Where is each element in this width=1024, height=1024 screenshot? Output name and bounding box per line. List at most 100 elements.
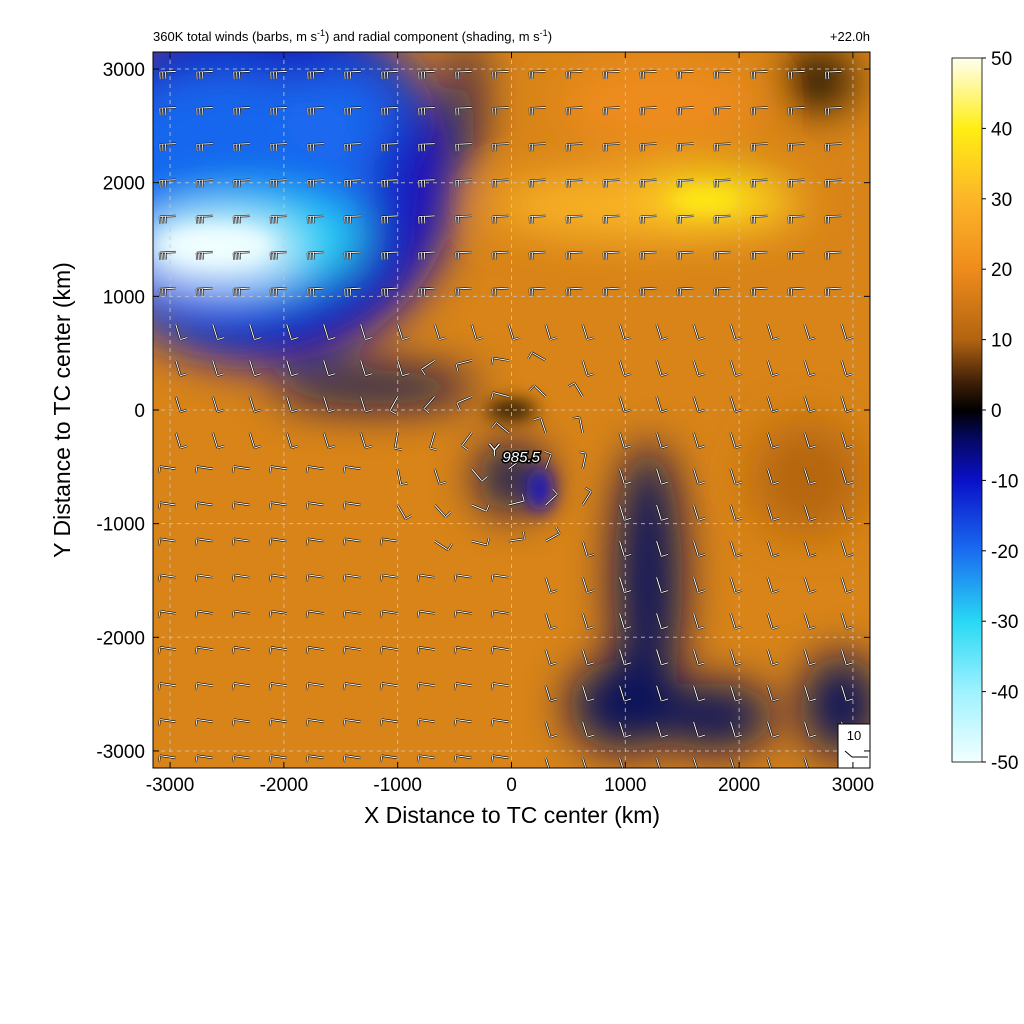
wind-barb [676, 70, 694, 80]
wind-barb [211, 396, 225, 413]
wind-barb [342, 537, 361, 546]
wind-barb [639, 178, 657, 188]
wind-barb [359, 360, 373, 377]
wind-barb [545, 526, 561, 543]
wind-barb [491, 106, 509, 116]
wind-barb [602, 250, 620, 260]
wind-barb [417, 70, 435, 80]
wind-barb [380, 106, 398, 116]
chart-title: 360K total winds (barbs, m s-1) and radi… [153, 28, 552, 44]
wind-barb [544, 757, 550, 768]
wind-barb [803, 721, 817, 739]
wind-barb [729, 323, 743, 341]
wind-barb [490, 391, 509, 400]
wind-barb [417, 106, 435, 116]
x-tick-label: -3000 [146, 775, 195, 796]
wind-barb [269, 214, 287, 224]
wind-barb [840, 360, 854, 377]
wind-barb [194, 573, 213, 582]
wind-barb [692, 360, 706, 377]
wind-barb [655, 468, 669, 486]
wind-barb [429, 432, 438, 451]
wind-barb [453, 718, 472, 727]
wind-barb [507, 453, 523, 470]
wind-barb [231, 537, 250, 546]
x-tick-label: 1000 [604, 775, 646, 796]
wind-barb [454, 287, 472, 297]
wind-barb [692, 432, 706, 449]
wind-barb [840, 540, 854, 558]
wind-barb [840, 613, 854, 630]
wind-barb [306, 178, 324, 188]
wind-barb [528, 384, 547, 398]
wind-barb [306, 250, 324, 260]
wind-barb [417, 214, 435, 224]
wind-barb [306, 70, 324, 80]
wind-barb [471, 537, 490, 547]
wind-barb [528, 106, 546, 116]
wind-barb [581, 721, 595, 739]
wind-barb [824, 178, 842, 188]
wind-barb [491, 178, 509, 188]
wind-barb [379, 537, 398, 546]
wind-barb [157, 609, 176, 619]
wind-barb [528, 142, 546, 152]
wind-barb [803, 360, 817, 377]
wind-barb [572, 416, 584, 433]
x-axis-title: X Distance to TC center (km) [364, 802, 660, 828]
wind-barb [602, 142, 620, 152]
wind-barb [343, 142, 361, 152]
wind-barb [750, 142, 768, 152]
wind-barb [305, 537, 324, 546]
wind-barb [528, 250, 546, 260]
wind-barb [158, 250, 176, 260]
wind-barb [157, 682, 176, 691]
wind-barb [750, 106, 768, 116]
wind-barb [231, 754, 250, 763]
wind-barb [787, 178, 805, 188]
wind-barb [655, 576, 669, 594]
wind-barb [676, 214, 694, 224]
wind-barb [194, 465, 213, 474]
wind-barb [840, 649, 854, 666]
wind-barb [639, 70, 657, 80]
wind-barb [232, 250, 250, 260]
wind-barb [655, 323, 669, 341]
x-tick-label: 0 [506, 775, 517, 796]
wind-barb [268, 573, 287, 582]
wind-barb [269, 70, 287, 80]
wind-barb [618, 504, 632, 522]
wind-barb [766, 323, 780, 341]
wind-barb [194, 754, 213, 763]
wind-barb [454, 142, 472, 152]
wind-barb [528, 214, 546, 224]
wind-barb [158, 178, 176, 188]
wind-barb [285, 432, 299, 449]
wind-barb [305, 646, 324, 655]
x-tick-label: -2000 [260, 775, 309, 796]
wind-barb [490, 356, 509, 366]
wind-barb [766, 468, 780, 486]
wind-barb [305, 501, 324, 510]
wind-barb [195, 106, 213, 116]
wind-barb [195, 178, 213, 188]
wind-barb [455, 359, 472, 372]
y-tick-label: 0 [134, 401, 145, 422]
wind-barb [750, 214, 768, 224]
wind-barb [766, 649, 780, 666]
wind-barb [343, 70, 361, 80]
wind-barb [194, 609, 213, 619]
wind-barb [342, 465, 361, 474]
wind-barb [787, 287, 805, 297]
wind-barb [803, 649, 817, 666]
wind-barb [528, 178, 546, 188]
x-tick-label: 2000 [718, 775, 760, 796]
x-axis: -3000 -2000 -1000 0 1000 2000 3000 [146, 52, 874, 796]
wind-barb [602, 70, 620, 80]
wind-barb [655, 396, 669, 413]
wind-barb [453, 682, 472, 691]
wind-barb [231, 682, 250, 691]
wind-barb [269, 178, 287, 188]
wind-barb [803, 468, 817, 486]
wind-barb [343, 250, 361, 260]
